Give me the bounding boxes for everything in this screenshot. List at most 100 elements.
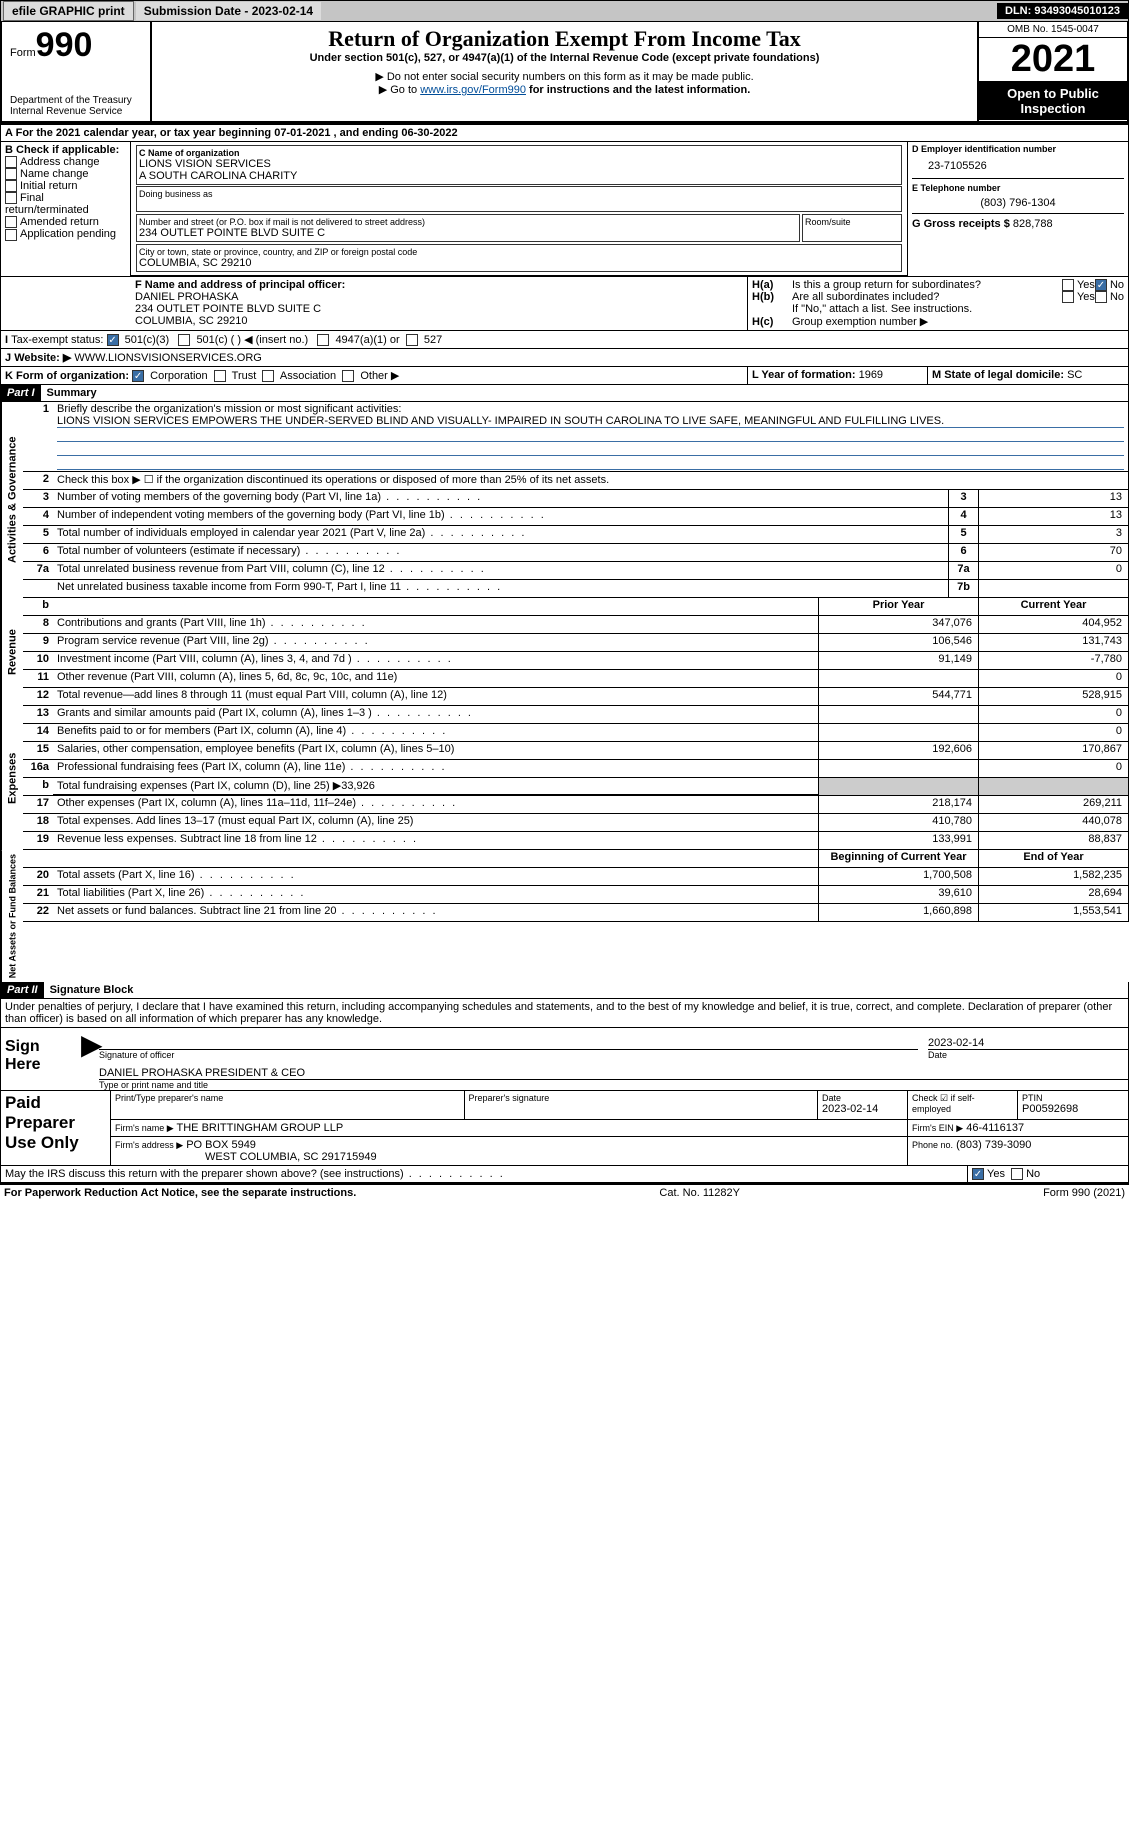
discuss-no-check[interactable] bbox=[1011, 1168, 1023, 1180]
l8: Contributions and grants (Part VIII, lin… bbox=[53, 616, 818, 633]
hc-tag: H(c) bbox=[752, 316, 792, 328]
form-title: Return of Organization Exempt From Incom… bbox=[156, 26, 973, 52]
efile-button[interactable]: efile GRAPHIC print bbox=[3, 1, 134, 21]
firm-name: THE BRITTINGHAM GROUP LLP bbox=[177, 1122, 344, 1134]
sign-arrow-icon: ▶ bbox=[81, 1028, 99, 1090]
p17: 218,174 bbox=[818, 796, 978, 813]
l15: Salaries, other compensation, employee b… bbox=[53, 742, 818, 759]
m-label: M State of legal domicile: bbox=[932, 369, 1064, 381]
firm-ein-label: Firm's EIN ▶ bbox=[912, 1123, 963, 1133]
g-label: G Gross receipts $ bbox=[912, 218, 1010, 230]
sign-here-label: Sign Here bbox=[1, 1028, 81, 1090]
officer-city: COLUMBIA, SC 29210 bbox=[135, 315, 743, 327]
dln-label: DLN: 93493045010123 bbox=[997, 3, 1128, 19]
part-ii-title: Signature Block bbox=[44, 982, 140, 998]
l9: Program service revenue (Part VIII, line… bbox=[53, 634, 818, 651]
opt-address-change[interactable]: Address change bbox=[5, 156, 126, 168]
l14: Benefits paid to or for members (Part IX… bbox=[53, 724, 818, 741]
type-name-label: Type or print name and title bbox=[99, 1080, 1128, 1090]
v5: 3 bbox=[978, 526, 1128, 543]
i-501c-check[interactable] bbox=[178, 334, 190, 346]
l6: Total number of volunteers (estimate if … bbox=[53, 544, 948, 561]
end-year-hdr: End of Year bbox=[978, 850, 1128, 867]
ha-no-check[interactable]: ✓ bbox=[1095, 279, 1107, 291]
l7b: Net unrelated business taxable income fr… bbox=[53, 580, 948, 597]
ha-yes-check[interactable] bbox=[1062, 279, 1074, 291]
p21: 39,610 bbox=[818, 886, 978, 903]
c21: 28,694 bbox=[978, 886, 1128, 903]
paperwork-notice: For Paperwork Reduction Act Notice, see … bbox=[4, 1187, 356, 1199]
sig-date: 2023-02-14 bbox=[928, 1028, 1128, 1050]
p11 bbox=[818, 670, 978, 687]
note-ssn: ▶ Do not enter social security numbers o… bbox=[156, 70, 973, 83]
l16b: Total fundraising expenses (Part IX, col… bbox=[53, 778, 818, 795]
firm-name-label: Firm's name ▶ bbox=[115, 1123, 174, 1133]
paid-preparer-label: Paid Preparer Use Only bbox=[1, 1091, 111, 1165]
phone-value: (803) 796-1304 bbox=[912, 193, 1124, 213]
perjury-text: Under penalties of perjury, I declare th… bbox=[0, 999, 1129, 1028]
k-trust-check[interactable] bbox=[214, 370, 226, 382]
i-4947-check[interactable] bbox=[317, 334, 329, 346]
hb-label: Are all subordinates included? bbox=[792, 291, 1062, 303]
opt-initial-return[interactable]: Initial return bbox=[5, 180, 126, 192]
c19: 88,837 bbox=[978, 832, 1128, 849]
inspection-box: Open to Public Inspection bbox=[979, 82, 1127, 120]
ha-label: Is this a group return for subordinates? bbox=[792, 279, 1062, 291]
city-value: COLUMBIA, SC 29210 bbox=[139, 257, 899, 269]
c13: 0 bbox=[978, 706, 1128, 723]
c11: 0 bbox=[978, 670, 1128, 687]
p16a bbox=[818, 760, 978, 777]
side-net-assets: Net Assets or Fund Balances bbox=[1, 850, 23, 982]
k-assoc-check[interactable] bbox=[262, 370, 274, 382]
l11: Other revenue (Part VIII, column (A), li… bbox=[53, 670, 818, 687]
c22: 1,553,541 bbox=[978, 904, 1128, 921]
b-label: B Check if applicable: bbox=[5, 144, 126, 156]
l7a: Total unrelated business revenue from Pa… bbox=[53, 562, 948, 579]
under-section: Under section 501(c), 527, or 4947(a)(1)… bbox=[156, 52, 973, 64]
i-527-check[interactable] bbox=[406, 334, 418, 346]
p15: 192,606 bbox=[818, 742, 978, 759]
discuss-yes-check[interactable]: ✓ bbox=[972, 1168, 984, 1180]
form-footer: Form 990 (2021) bbox=[1043, 1187, 1125, 1199]
l13: Grants and similar amounts paid (Part IX… bbox=[53, 706, 818, 723]
date-label: Date bbox=[928, 1050, 1128, 1060]
side-governance: Activities & Governance bbox=[1, 402, 23, 598]
p18: 410,780 bbox=[818, 814, 978, 831]
hb-yes-check[interactable] bbox=[1062, 291, 1074, 303]
part-i-title: Summary bbox=[41, 385, 103, 401]
v4: 13 bbox=[978, 508, 1128, 525]
c9: 131,743 bbox=[978, 634, 1128, 651]
opt-amended[interactable]: Amended return bbox=[5, 216, 126, 228]
l10: Investment income (Part VIII, column (A)… bbox=[53, 652, 818, 669]
hb-no-check[interactable] bbox=[1095, 291, 1107, 303]
l-label: L Year of formation: bbox=[752, 369, 856, 381]
k-corp-check[interactable]: ✓ bbox=[132, 370, 144, 382]
dba-label: Doing business as bbox=[139, 189, 899, 199]
org-name: LIONS VISION SERVICES bbox=[139, 158, 899, 170]
c12: 528,915 bbox=[978, 688, 1128, 705]
opt-name-change[interactable]: Name change bbox=[5, 168, 126, 180]
form-label: Form bbox=[10, 47, 36, 59]
p13 bbox=[818, 706, 978, 723]
note-goto: ▶ Go to www.irs.gov/Form990 for instruct… bbox=[156, 83, 973, 96]
v6: 70 bbox=[978, 544, 1128, 561]
p19: 133,991 bbox=[818, 832, 978, 849]
irs-label: Internal Revenue Service bbox=[10, 106, 142, 117]
opt-app-pending[interactable]: Application pending bbox=[5, 228, 126, 240]
k-label: K Form of organization: bbox=[5, 370, 129, 382]
irs-link[interactable]: www.irs.gov/Form990 bbox=[420, 84, 526, 96]
l2: Check this box ▶ ☐ if the organization d… bbox=[53, 472, 1128, 489]
m-value: SC bbox=[1067, 369, 1082, 381]
opt-final-return[interactable]: Final return/terminated bbox=[5, 192, 126, 216]
d-label: D Employer identification number bbox=[912, 144, 1124, 154]
i-501c3-check[interactable]: ✓ bbox=[107, 334, 119, 346]
prep-name-hdr: Print/Type preparer's name bbox=[115, 1093, 460, 1103]
part-i-label: Part I bbox=[1, 385, 41, 401]
p22: 1,660,898 bbox=[818, 904, 978, 921]
k-other-check[interactable] bbox=[342, 370, 354, 382]
p10: 91,149 bbox=[818, 652, 978, 669]
j-label: J bbox=[5, 352, 14, 364]
firm-city: WEST COLUMBIA, SC 291715949 bbox=[115, 1151, 903, 1163]
p8: 347,076 bbox=[818, 616, 978, 633]
gross-receipts: 828,788 bbox=[1013, 218, 1053, 230]
